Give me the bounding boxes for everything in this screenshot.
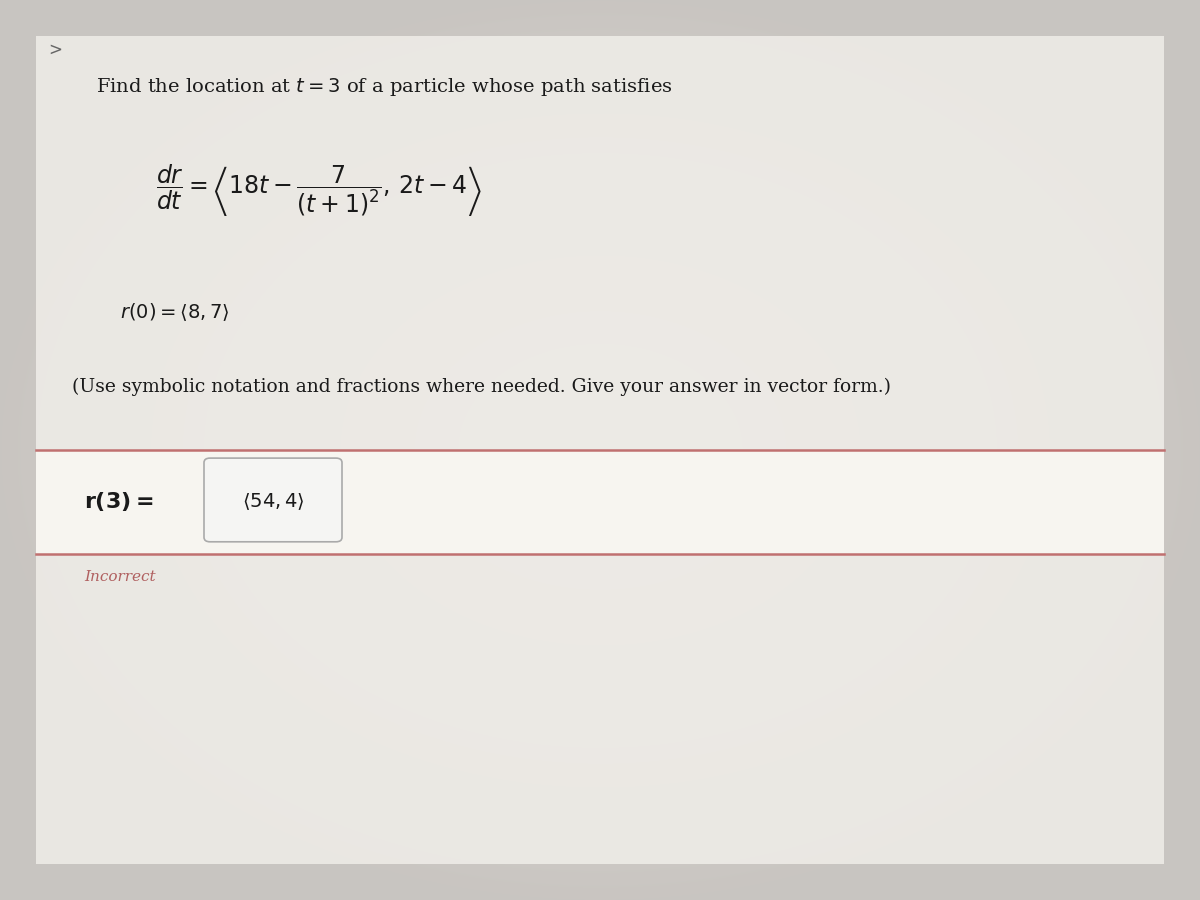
FancyBboxPatch shape	[36, 36, 1164, 864]
Text: $\dfrac{dr}{dt} = \left\langle 18t - \dfrac{7}{(t+1)^2},\, 2t - 4 \right\rangle$: $\dfrac{dr}{dt} = \left\langle 18t - \df…	[156, 162, 482, 219]
FancyBboxPatch shape	[36, 450, 1164, 554]
Text: $\mathbf{r(3) =}$: $\mathbf{r(3) =}$	[84, 491, 154, 513]
Text: (Use symbolic notation and fractions where needed. Give your answer in vector fo: (Use symbolic notation and fractions whe…	[72, 378, 890, 396]
Text: >: >	[48, 40, 62, 58]
FancyBboxPatch shape	[204, 458, 342, 542]
Text: $\langle 54,4 \rangle$: $\langle 54,4 \rangle$	[241, 491, 305, 512]
Text: $r(0) = \langle 8, 7 \rangle$: $r(0) = \langle 8, 7 \rangle$	[120, 302, 230, 323]
Text: Incorrect: Incorrect	[84, 570, 156, 584]
Text: Find the location at $t = 3$ of a particle whose path satisfies: Find the location at $t = 3$ of a partic…	[96, 76, 673, 98]
